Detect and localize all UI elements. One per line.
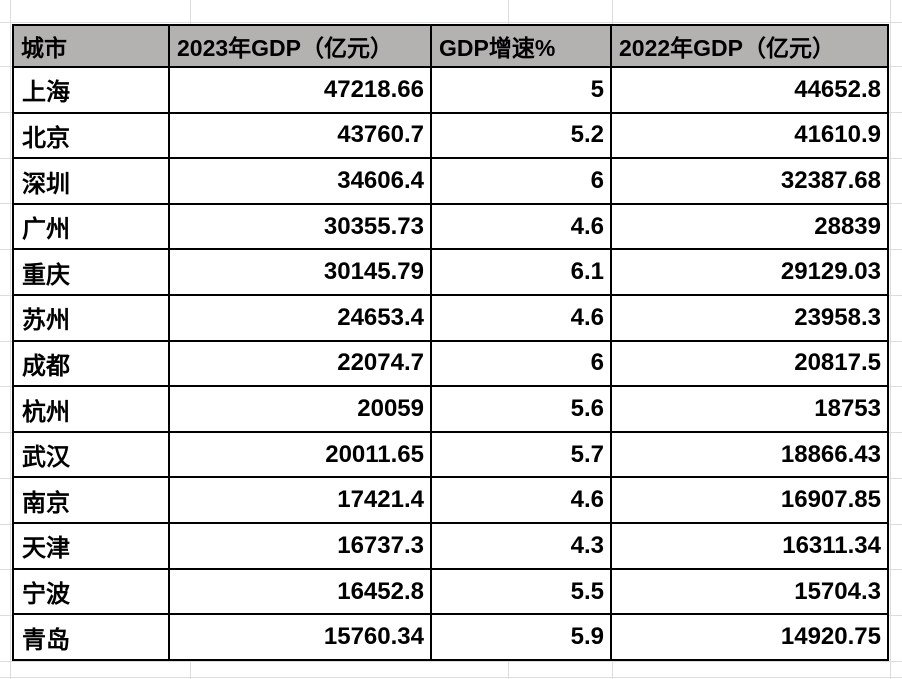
city-cell[interactable]: 重庆 [12,248,170,297]
table-row: 成都 22074.7 6 20817.5 [12,339,889,388]
city-cell[interactable]: 深圳 [12,157,170,205]
value-cell[interactable]: 6 [430,157,612,205]
value-cell[interactable]: 17421.4 [168,476,432,525]
city-cell[interactable]: 苏州 [12,294,170,342]
sheet-gridline-h [0,22,902,23]
table-row: 上海 47218.66 5 44652.8 [12,66,889,114]
table-row: 宁波 16452.8 5.5 15704.3 [12,567,889,616]
value-cell[interactable]: 41610.9 [610,111,889,160]
value-cell[interactable]: 34606.4 [168,157,432,205]
value-cell[interactable]: 4.6 [430,476,612,525]
value-cell[interactable]: 6 [430,339,612,388]
sheet-gridline-h [0,677,902,678]
value-cell[interactable]: 16737.3 [168,522,432,570]
value-cell[interactable]: 5.9 [430,613,612,661]
value-cell[interactable]: 23958.3 [610,294,889,342]
value-cell[interactable]: 47218.66 [168,66,432,114]
value-cell[interactable]: 16907.85 [610,476,889,525]
value-cell[interactable]: 16311.34 [610,522,889,570]
value-cell[interactable]: 4.6 [430,202,612,251]
value-cell[interactable]: 18753 [610,385,889,433]
table-row: 北京 43760.7 5.2 41610.9 [12,111,889,160]
value-cell[interactable]: 32387.68 [610,157,889,205]
value-cell[interactable]: 5.5 [430,567,612,616]
city-cell[interactable]: 青岛 [12,613,170,661]
city-cell[interactable]: 北京 [12,111,170,160]
value-cell[interactable]: 5.6 [430,385,612,433]
value-cell[interactable]: 4.3 [430,522,612,570]
value-cell[interactable]: 18866.43 [610,430,889,479]
value-cell[interactable]: 16452.8 [168,567,432,616]
sheet-gridline-v [10,0,11,679]
table-row: 天津 16737.3 4.3 16311.34 [12,522,889,570]
header-cell-growth[interactable]: GDP增速% [430,24,612,68]
table-row: 武汉 20011.65 5.7 18866.43 [12,430,889,479]
table-row: 重庆 30145.79 6.1 29129.03 [12,248,889,297]
value-cell[interactable]: 20011.65 [168,430,432,479]
table-row: 南京 17421.4 4.6 16907.85 [12,476,889,525]
value-cell[interactable]: 5.2 [430,111,612,160]
value-cell[interactable]: 14920.75 [610,613,889,661]
city-cell[interactable]: 广州 [12,202,170,251]
value-cell[interactable]: 15704.3 [610,567,889,616]
table-row: 青岛 15760.34 5.9 14920.75 [12,613,889,661]
table-row: 深圳 34606.4 6 32387.68 [12,157,889,205]
value-cell[interactable]: 6.1 [430,248,612,297]
header-cell-gdp-2022[interactable]: 2022年GDP（亿元） [610,24,889,68]
value-cell[interactable]: 15760.34 [168,613,432,661]
sheet-gridline-h [0,661,902,662]
city-cell[interactable]: 宁波 [12,567,170,616]
value-cell[interactable]: 44652.8 [610,66,889,114]
value-cell[interactable]: 20817.5 [610,339,889,388]
value-cell[interactable]: 5 [430,66,612,114]
value-cell[interactable]: 28839 [610,202,889,251]
value-cell[interactable]: 43760.7 [168,111,432,160]
city-cell[interactable]: 成都 [12,339,170,388]
value-cell[interactable]: 22074.7 [168,339,432,388]
value-cell[interactable]: 30355.73 [168,202,432,251]
city-cell[interactable]: 杭州 [12,385,170,433]
city-cell[interactable]: 南京 [12,476,170,525]
city-cell[interactable]: 武汉 [12,430,170,479]
sheet-gridline-v [890,0,891,679]
table-body: 上海 47218.66 5 44652.8 北京 43760.7 5.2 41610.9 深圳 3… [12,66,889,661]
value-cell[interactable]: 24653.4 [168,294,432,342]
value-cell[interactable]: 30145.79 [168,248,432,297]
city-cell[interactable]: 天津 [12,522,170,570]
value-cell[interactable]: 29129.03 [610,248,889,297]
header-row: 城市 2023年GDP（亿元） GDP增速% 2022年GDP（亿元） [12,24,889,68]
gdp-table: 城市 2023年GDP（亿元） GDP增速% 2022年GDP（亿元） 上海 47… [12,24,889,661]
table-row: 广州 30355.73 4.6 28839 [12,202,889,251]
header-cell-gdp-2023[interactable]: 2023年GDP（亿元） [168,24,432,68]
value-cell[interactable]: 20059 [168,385,432,433]
value-cell[interactable]: 4.6 [430,294,612,342]
header-cell-city[interactable]: 城市 [12,24,170,68]
table-row: 杭州 20059 5.6 18753 [12,385,889,433]
city-cell[interactable]: 上海 [12,66,170,114]
table-row: 苏州 24653.4 4.6 23958.3 [12,294,889,342]
value-cell[interactable]: 5.7 [430,430,612,479]
